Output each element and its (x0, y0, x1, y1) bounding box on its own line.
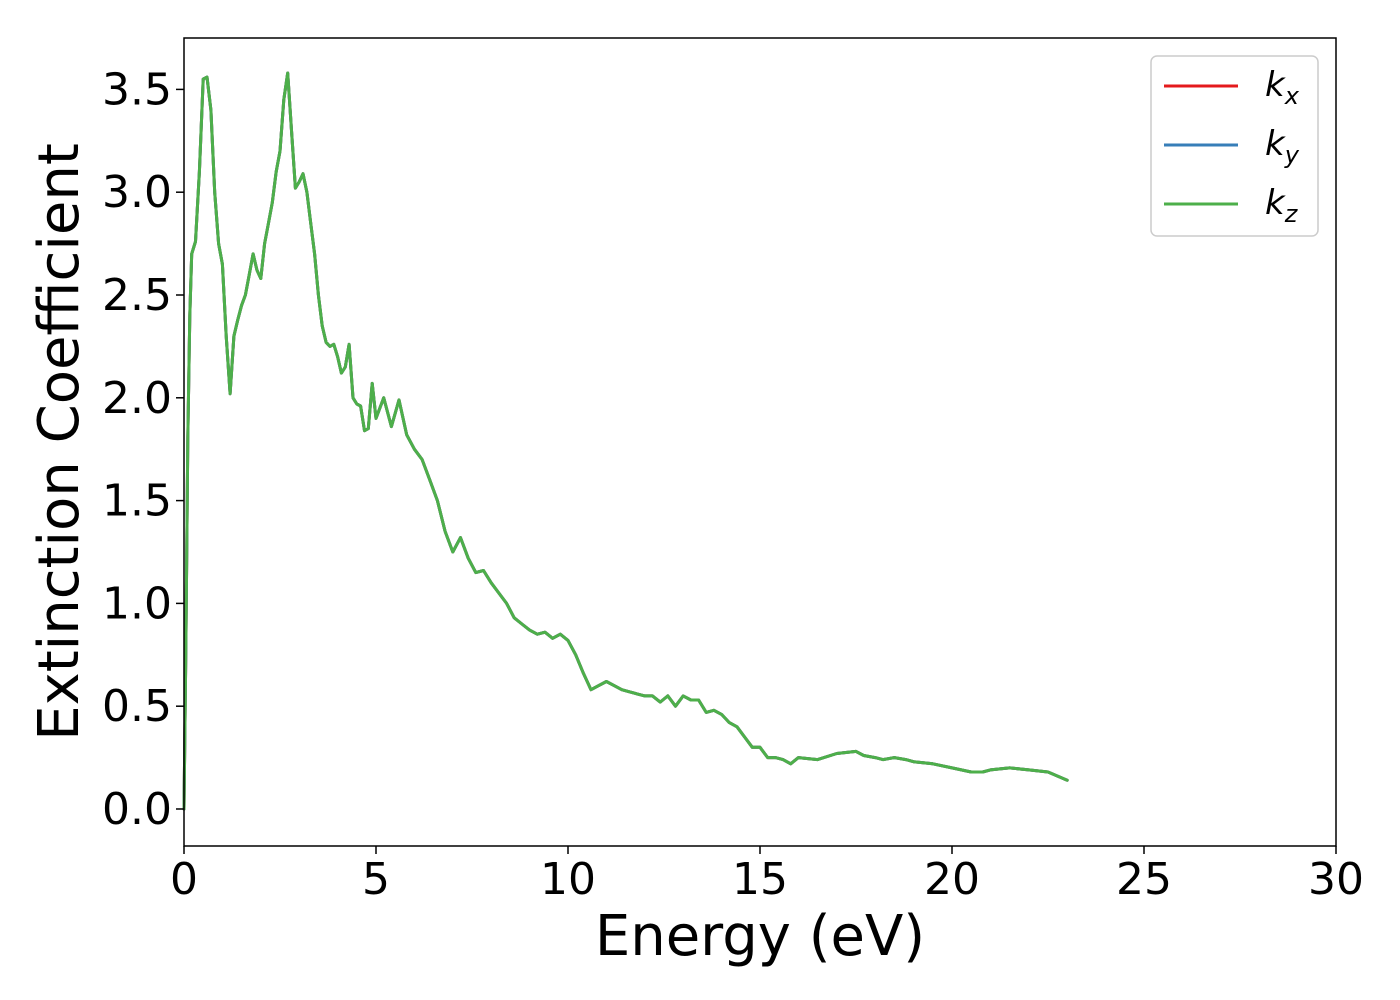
x-tick-label: 25 (1116, 854, 1172, 905)
plot-series (182, 71, 1069, 811)
x-axis-title: Energy (eV) (595, 904, 925, 969)
series-line-kz (182, 71, 1069, 811)
y-axis-title: Extinction Coefficient (27, 143, 92, 741)
y-tick-label: 0.5 (102, 681, 172, 732)
series-line-kx (182, 71, 1069, 811)
legend-label: ky (1265, 124, 1300, 169)
series-line-ky (182, 71, 1069, 811)
y-tick-label: 2.0 (102, 373, 172, 424)
y-tick-label: 3.5 (102, 64, 172, 115)
y-axis-ticks: 0.0 0.5 1.0 1.5 2.0 2.5 3.0 3.5 (102, 64, 184, 835)
y-tick-label: 1.5 (102, 476, 172, 527)
legend-label: kz (1265, 183, 1299, 228)
x-tick-label: 15 (732, 854, 788, 905)
legend: kx ky kz (1150, 55, 1319, 237)
y-tick-label: 2.5 (102, 270, 172, 321)
y-tick-label: 3.0 (102, 167, 172, 218)
x-axis-ticks: 0 5 10 15 20 25 30 (170, 846, 1364, 905)
legend-label: kx (1265, 65, 1300, 110)
x-tick-label: 20 (924, 854, 980, 905)
x-tick-label: 0 (170, 854, 198, 905)
x-tick-label: 5 (362, 854, 390, 905)
y-tick-label: 1.0 (102, 578, 172, 629)
y-tick-label: 0.0 (102, 784, 172, 835)
x-tick-label: 10 (540, 854, 596, 905)
x-tick-label: 30 (1308, 854, 1364, 905)
